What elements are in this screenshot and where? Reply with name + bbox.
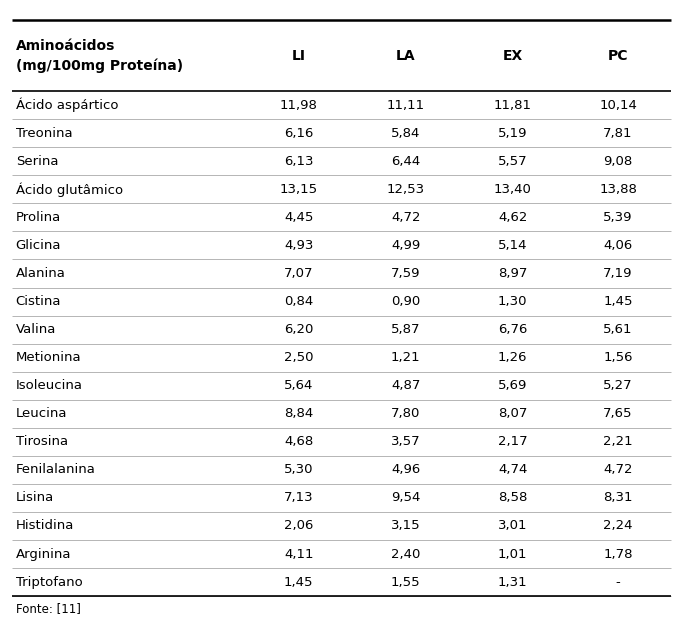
Text: 4,74: 4,74 <box>498 464 527 476</box>
Text: 10,14: 10,14 <box>599 99 637 112</box>
Text: 1,45: 1,45 <box>284 576 313 588</box>
Text: 1,45: 1,45 <box>603 295 632 308</box>
Text: 4,62: 4,62 <box>498 211 527 224</box>
Text: 3,01: 3,01 <box>498 520 527 532</box>
Text: 4,11: 4,11 <box>284 548 313 560</box>
Text: Serina: Serina <box>16 155 58 168</box>
Text: 5,87: 5,87 <box>391 323 421 336</box>
Text: Valina: Valina <box>16 323 56 336</box>
Text: 4,93: 4,93 <box>284 239 313 252</box>
Text: 11,11: 11,11 <box>387 99 425 112</box>
Text: 6,13: 6,13 <box>284 155 313 168</box>
Text: 1,01: 1,01 <box>498 548 527 560</box>
Text: 6,76: 6,76 <box>498 323 527 336</box>
Text: 2,24: 2,24 <box>603 520 632 532</box>
Text: 3,57: 3,57 <box>391 435 421 448</box>
Text: -: - <box>615 576 620 588</box>
Text: 5,30: 5,30 <box>284 464 313 476</box>
Text: 4,45: 4,45 <box>284 211 313 224</box>
Text: 9,54: 9,54 <box>391 492 420 504</box>
Text: 5,61: 5,61 <box>603 323 632 336</box>
Text: Glicina: Glicina <box>16 239 61 252</box>
Text: 7,65: 7,65 <box>603 407 632 420</box>
Text: 4,72: 4,72 <box>603 464 632 476</box>
Text: 7,07: 7,07 <box>284 267 313 280</box>
Text: Fonte: [11]: Fonte: [11] <box>16 602 81 616</box>
Text: 8,07: 8,07 <box>498 407 527 420</box>
Text: 5,27: 5,27 <box>603 379 633 392</box>
Text: 7,80: 7,80 <box>391 407 420 420</box>
Text: Cistina: Cistina <box>16 295 61 308</box>
Text: 8,84: 8,84 <box>284 407 313 420</box>
Text: 4,06: 4,06 <box>603 239 632 252</box>
Text: 4,72: 4,72 <box>391 211 421 224</box>
Text: 11,98: 11,98 <box>280 99 318 112</box>
Text: 1,30: 1,30 <box>498 295 527 308</box>
Text: 3,15: 3,15 <box>391 520 421 532</box>
Text: 1,31: 1,31 <box>498 576 527 588</box>
Text: 6,44: 6,44 <box>391 155 420 168</box>
Text: LI: LI <box>292 49 306 63</box>
Text: 5,39: 5,39 <box>603 211 632 224</box>
Text: 1,55: 1,55 <box>391 576 421 588</box>
Text: 8,31: 8,31 <box>603 492 632 504</box>
Text: 5,69: 5,69 <box>498 379 527 392</box>
Text: Lisina: Lisina <box>16 492 54 504</box>
Text: 9,08: 9,08 <box>603 155 632 168</box>
Text: EX: EX <box>503 49 522 63</box>
Text: 2,40: 2,40 <box>391 548 420 560</box>
Text: 0,84: 0,84 <box>284 295 313 308</box>
Text: 5,14: 5,14 <box>498 239 527 252</box>
Text: 5,84: 5,84 <box>391 127 420 140</box>
Text: 8,97: 8,97 <box>498 267 527 280</box>
Text: Aminoácidos
(mg/100mg Proteína): Aminoácidos (mg/100mg Proteína) <box>16 39 183 73</box>
Text: 0,90: 0,90 <box>391 295 420 308</box>
Text: 2,17: 2,17 <box>498 435 527 448</box>
Text: Arginina: Arginina <box>16 548 71 560</box>
Text: 7,19: 7,19 <box>603 267 632 280</box>
Text: 7,59: 7,59 <box>391 267 421 280</box>
Text: 4,87: 4,87 <box>391 379 420 392</box>
Text: 12,53: 12,53 <box>387 183 425 196</box>
Text: 13,15: 13,15 <box>279 183 318 196</box>
Text: Tirosina: Tirosina <box>16 435 68 448</box>
Text: Alanina: Alanina <box>16 267 66 280</box>
Text: Histidina: Histidina <box>16 520 74 532</box>
Text: Leucina: Leucina <box>16 407 67 420</box>
Text: 5,64: 5,64 <box>284 379 313 392</box>
Text: Prolina: Prolina <box>16 211 61 224</box>
Text: 11,81: 11,81 <box>494 99 531 112</box>
Text: 1,26: 1,26 <box>498 351 527 364</box>
Text: Ácido aspártico: Ácido aspártico <box>16 98 118 113</box>
Text: 1,56: 1,56 <box>603 351 632 364</box>
Text: 2,06: 2,06 <box>284 520 313 532</box>
Text: LA: LA <box>396 49 415 63</box>
Text: 6,20: 6,20 <box>284 323 313 336</box>
Text: 2,21: 2,21 <box>603 435 633 448</box>
Text: Isoleucina: Isoleucina <box>16 379 83 392</box>
Text: 5,19: 5,19 <box>498 127 527 140</box>
Text: 4,96: 4,96 <box>391 464 420 476</box>
Text: Ácido glutâmico: Ácido glutâmico <box>16 182 123 197</box>
Text: 4,99: 4,99 <box>391 239 420 252</box>
Text: 6,16: 6,16 <box>284 127 313 140</box>
Text: 5,57: 5,57 <box>498 155 527 168</box>
Text: 1,21: 1,21 <box>391 351 421 364</box>
Text: PC: PC <box>608 49 628 63</box>
Text: 1,78: 1,78 <box>603 548 632 560</box>
Text: 13,40: 13,40 <box>494 183 531 196</box>
Text: 7,13: 7,13 <box>284 492 313 504</box>
Text: Treonina: Treonina <box>16 127 72 140</box>
Text: 4,68: 4,68 <box>284 435 313 448</box>
Text: Triptofano: Triptofano <box>16 576 83 588</box>
Text: Metionina: Metionina <box>16 351 81 364</box>
Text: Fenilalanina: Fenilalanina <box>16 464 96 476</box>
Text: 2,50: 2,50 <box>284 351 313 364</box>
Text: 8,58: 8,58 <box>498 492 527 504</box>
Text: 7,81: 7,81 <box>603 127 632 140</box>
Text: 13,88: 13,88 <box>599 183 637 196</box>
